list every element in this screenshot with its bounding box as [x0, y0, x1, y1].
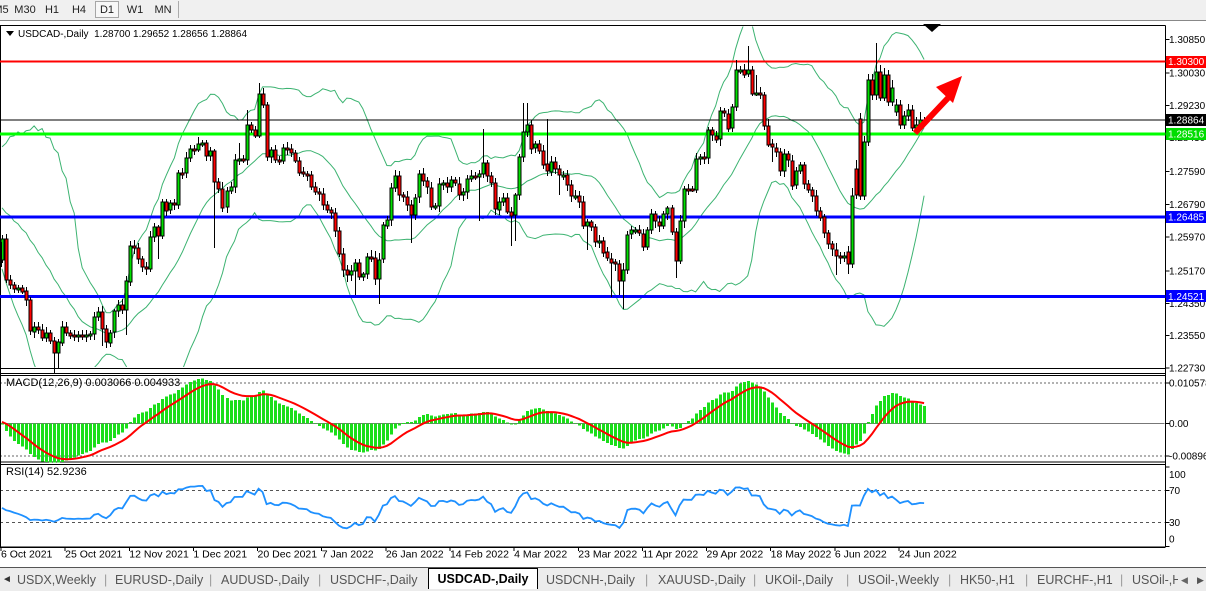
svg-text:1.25970: 1.25970 [1169, 232, 1206, 243]
svg-text:1.30300: 1.30300 [1168, 57, 1205, 68]
svg-text:24 Jun 2022: 24 Jun 2022 [899, 549, 957, 561]
svg-text:1.23550: 1.23550 [1169, 331, 1206, 342]
svg-text:26 Jan 2022: 26 Jan 2022 [386, 549, 444, 561]
svg-text:MACD(12,26,9) 0.003066 0.00493: MACD(12,26,9) 0.003066 0.004933 [6, 377, 180, 389]
svg-text:1.29230: 1.29230 [1169, 101, 1206, 112]
svg-text:6 Oct 2021: 6 Oct 2021 [1, 549, 53, 561]
svg-text:1.30030: 1.30030 [1169, 69, 1206, 80]
svg-text:RSI(14) 52.9236: RSI(14) 52.9236 [6, 466, 87, 478]
svg-text:1.24350: 1.24350 [1169, 299, 1206, 310]
svg-text:11 Apr 2022: 11 Apr 2022 [642, 549, 698, 561]
svg-text:1.28516: 1.28516 [1168, 130, 1205, 141]
svg-text:7 Jan 2022: 7 Jan 2022 [322, 549, 374, 561]
svg-text:1.24521: 1.24521 [1168, 292, 1205, 303]
svg-text:0.00: 0.00 [1169, 419, 1189, 430]
svg-text:18 May 2022: 18 May 2022 [771, 549, 832, 561]
svg-text:1.26790: 1.26790 [1169, 200, 1206, 211]
svg-text:20 Dec 2021: 20 Dec 2021 [258, 549, 318, 561]
svg-text:-0.00896: -0.00896 [1169, 452, 1206, 463]
svg-text:30: 30 [1169, 518, 1181, 529]
svg-text:6 Jun 2022: 6 Jun 2022 [835, 549, 887, 561]
svg-text:1.28864: 1.28864 [1168, 116, 1205, 127]
svg-text:100: 100 [1169, 470, 1186, 481]
svg-text:1.25170: 1.25170 [1169, 267, 1206, 278]
svg-text:1.30850: 1.30850 [1169, 35, 1206, 46]
svg-text:0.010578: 0.010578 [1169, 378, 1206, 389]
svg-text:1.22730: 1.22730 [1169, 364, 1206, 375]
svg-text:1.27590: 1.27590 [1169, 167, 1206, 178]
svg-text:12 Nov 2021: 12 Nov 2021 [129, 549, 189, 561]
svg-text:0: 0 [1169, 534, 1175, 545]
svg-text:USDCAD-,Daily 1.28700 1.29652: USDCAD-,Daily 1.28700 1.29652 1.28656 1.… [18, 29, 247, 40]
svg-text:70: 70 [1169, 486, 1181, 497]
svg-text:29 Apr 2022: 29 Apr 2022 [707, 549, 764, 561]
svg-text:23 Mar 2022: 23 Mar 2022 [578, 549, 637, 561]
svg-text:4 Mar 2022: 4 Mar 2022 [514, 549, 567, 561]
svg-text:14 Feb 2022: 14 Feb 2022 [450, 549, 509, 561]
svg-text:1.26485: 1.26485 [1168, 213, 1205, 224]
svg-text:1 Dec 2021: 1 Dec 2021 [193, 549, 247, 561]
svg-text:25 Oct 2021: 25 Oct 2021 [65, 549, 122, 561]
